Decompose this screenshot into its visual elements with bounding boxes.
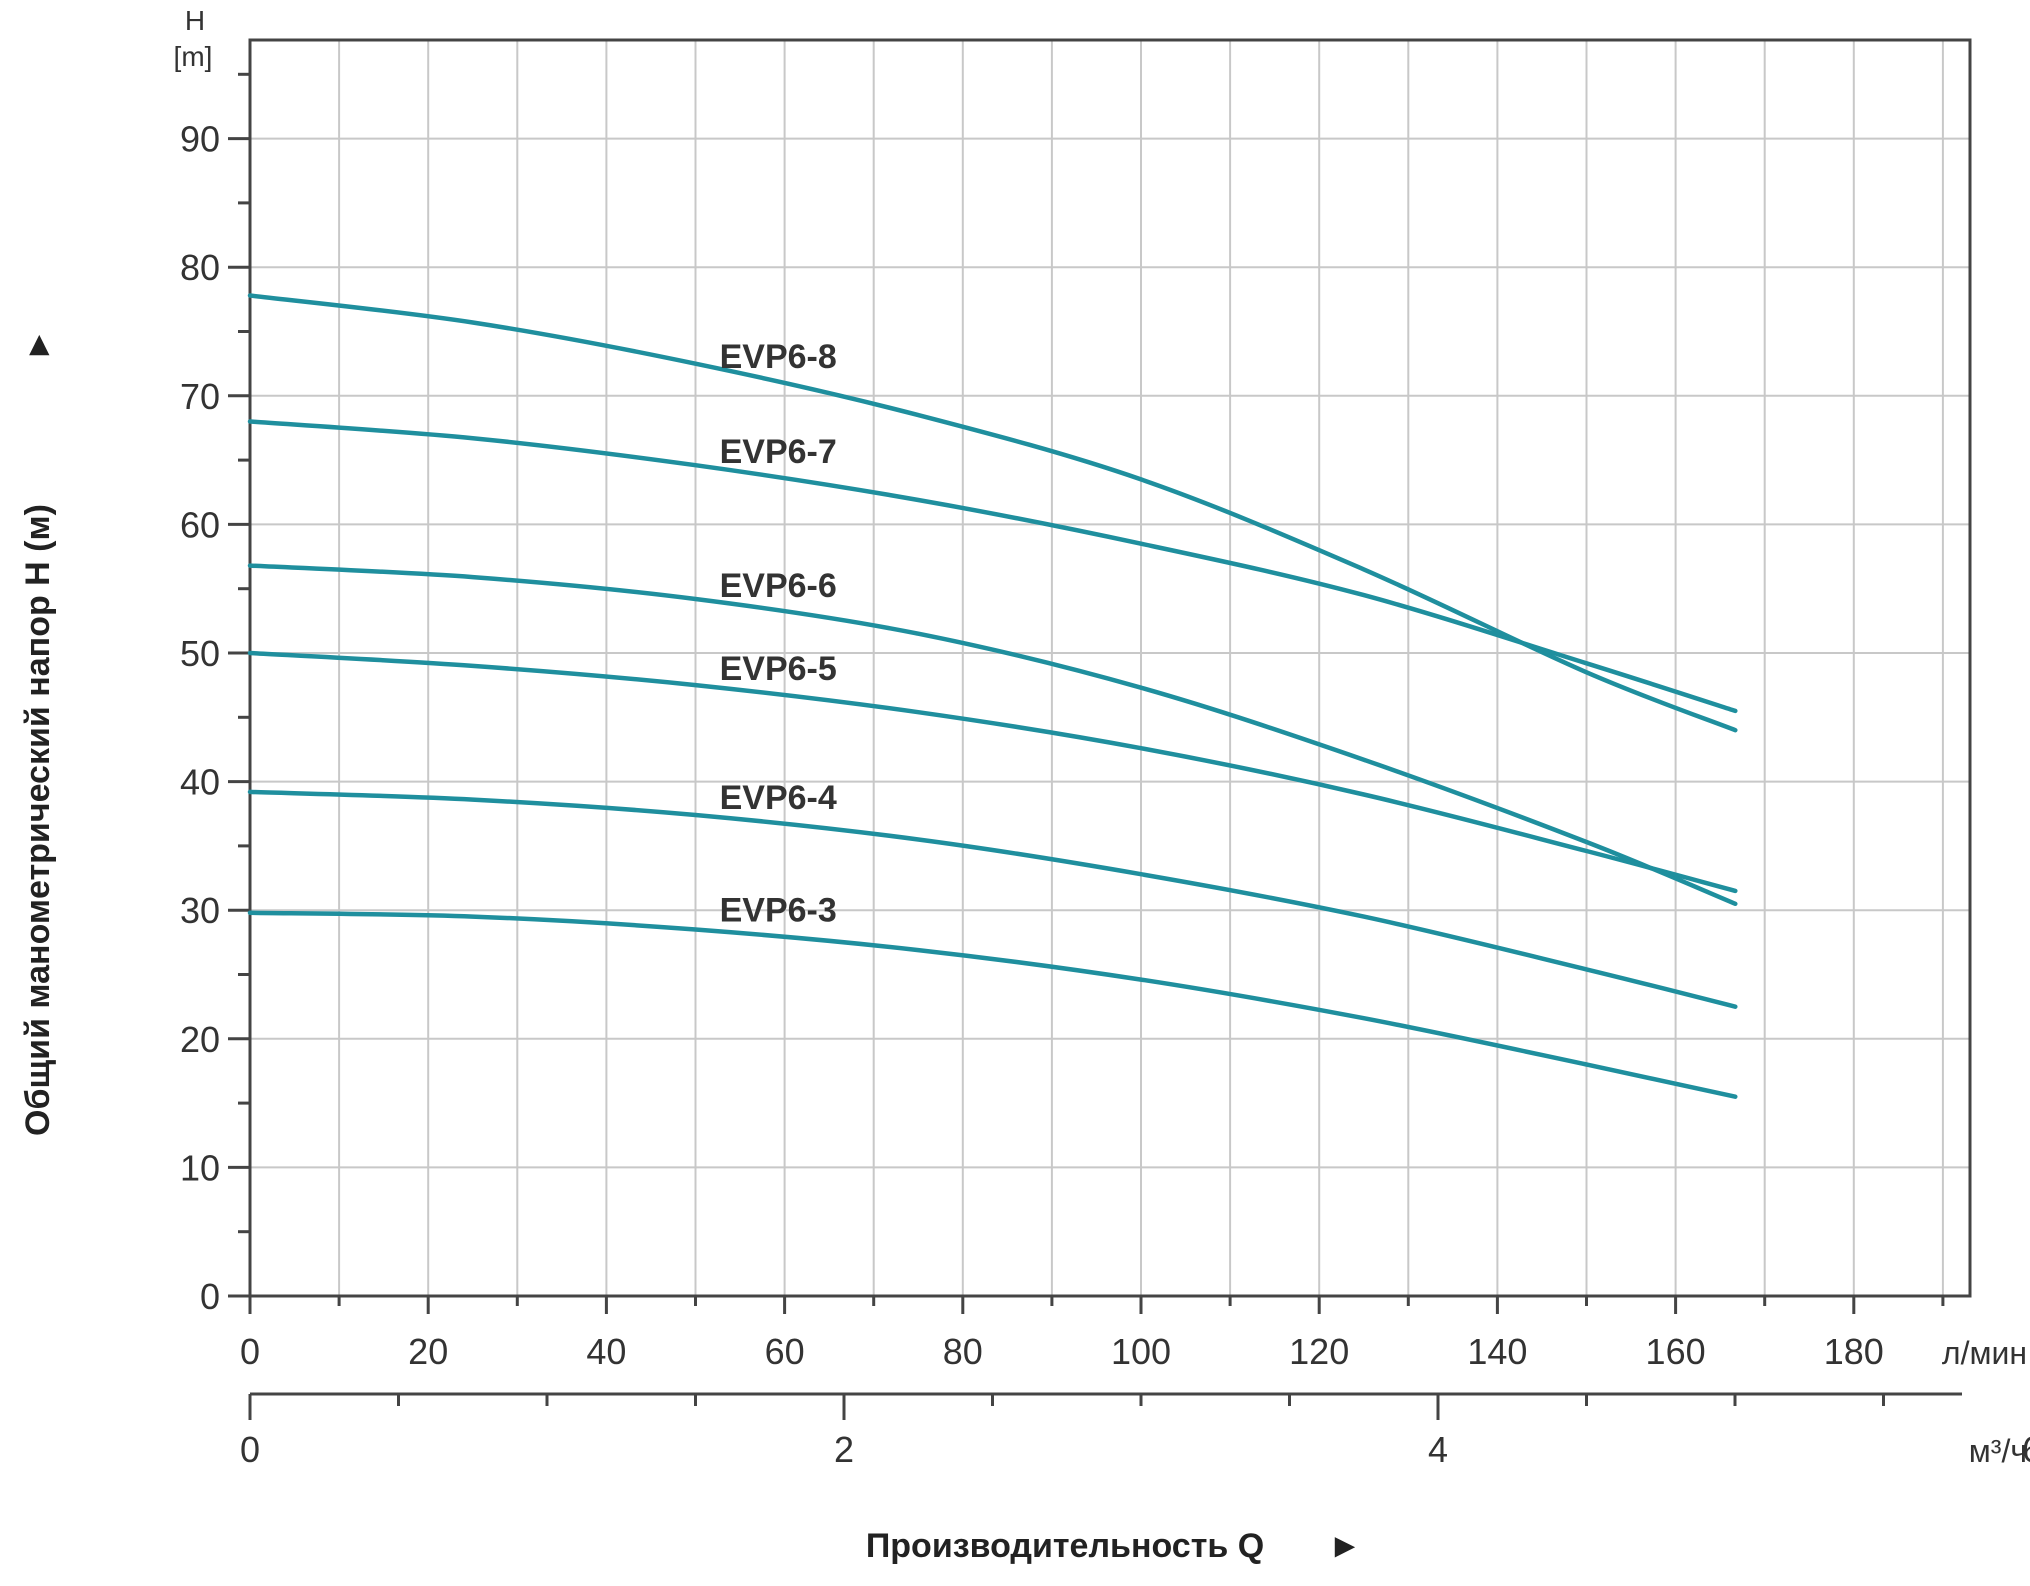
x-tick-label: 100 [1111,1331,1171,1372]
series-label-evp6-5: EVP6-5 [720,650,837,688]
x-tick-label: 0 [240,1331,260,1372]
y-axis-arrow-icon: ► [19,328,57,362]
series-line-evp6-6 [247,563,1738,907]
y-axis: 0 10 20 30 40 50 60 70 80 90 [180,72,250,1317]
series-lines [247,293,1738,1099]
x-axis-title: Производительность Q [866,1527,1264,1565]
x-axis-secondary: 0246810м³/ч [240,1392,2030,1470]
series-line-evp6-4 [247,789,1738,1009]
series-labels: EVP6-8 EVP6-7 EVP6-6 EVP6-5 EVP6-4 EVP6-3 [720,338,837,929]
x-tick-label: 140 [1467,1331,1527,1372]
y-tick-label: 60 [180,504,220,545]
series-line-evp6-3 [247,910,1738,1099]
plot-frame [248,38,1972,1298]
y-tick-label: 30 [180,890,220,931]
grid [250,40,1970,1296]
x2-tick-label: 0 [240,1429,260,1470]
x-tick-label: 20 [408,1331,448,1372]
x-tick-label: 40 [586,1331,626,1372]
x-tick-label: 80 [943,1331,983,1372]
y-tick-label: 10 [180,1147,220,1188]
y-axis-title: Общий манометрический напор H (м) [19,504,57,1136]
y-tick-label: 80 [180,247,220,288]
x-axis-primary: 0 20 40 60 80 100 120 140 160 180 л/мин [240,1296,2027,1372]
x2-tick-label: 2 [834,1429,854,1470]
x2-tick-label: 4 [1428,1429,1448,1470]
x-axis-unit-primary: л/мин [1942,1335,2027,1371]
y-axis-title-group: Общий манометрический напор H (м) ► [19,328,57,1136]
x2-tick-label: 6 [2022,1429,2030,1470]
series-label-evp6-8: EVP6-8 [720,338,837,376]
x-axis-arrow-icon: ► [1328,1527,1362,1565]
series-label-evp6-7: EVP6-7 [720,433,837,471]
y-tick-label: 90 [180,119,220,160]
series-line-evp6-7 [247,419,1738,714]
y-tick-label: 20 [180,1019,220,1060]
series-line-evp6-5 [247,650,1738,894]
x-axis-unit-secondary: м³/ч [1969,1433,2027,1469]
y-tick-label: 40 [180,762,220,803]
y-tick-label: 50 [180,633,220,674]
series-label-evp6-6: EVP6-6 [720,567,837,605]
series-label-evp6-3: EVP6-3 [720,892,837,930]
y-tick-label: 0 [200,1276,220,1317]
x-tick-label: 60 [765,1331,805,1372]
x-tick-label: 160 [1646,1331,1706,1372]
series-label-evp6-4: EVP6-4 [720,779,837,817]
y-tick-label: 70 [180,376,220,417]
y-axis-top-unit: [m] [174,41,213,72]
x-tick-label: 120 [1289,1331,1349,1372]
x-tick-label: 180 [1824,1331,1884,1372]
y-axis-top-label: H [185,5,205,36]
